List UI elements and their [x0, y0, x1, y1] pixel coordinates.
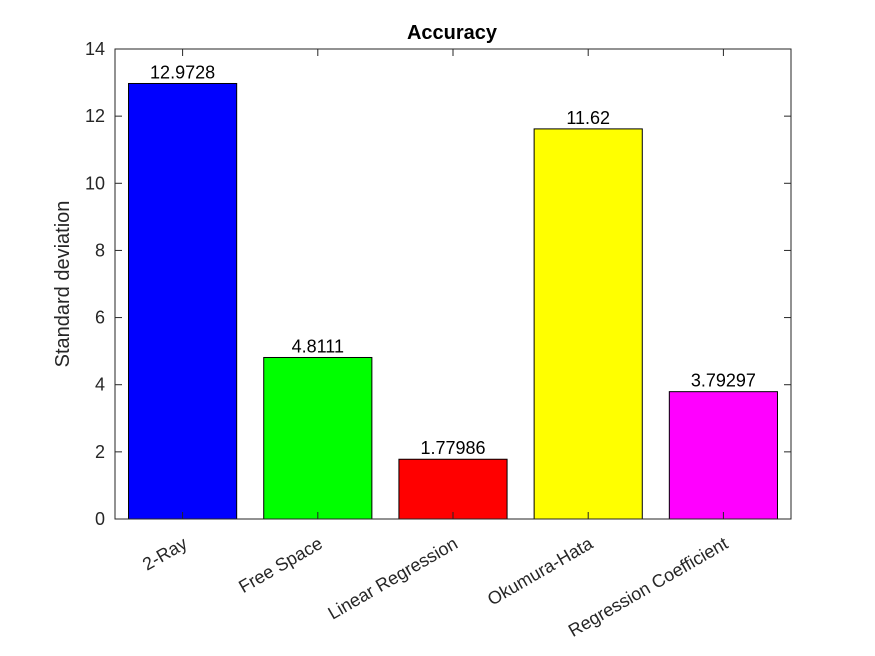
data-label-3: 1.77986	[420, 438, 485, 458]
y-tick-label: 4	[95, 375, 105, 395]
y-tick-label: 10	[85, 173, 105, 193]
chart-title: Accuracy	[407, 22, 498, 44]
bar-1	[128, 82, 238, 520]
y-tick-label: 12	[85, 106, 105, 126]
bar-3	[398, 458, 508, 520]
x-tick-label-4: Okumura-Hata	[484, 533, 597, 610]
x-tick-label-2: Free Space	[235, 533, 326, 597]
bar-4	[533, 128, 643, 520]
bar-2	[263, 356, 373, 520]
y-tick-label: 2	[95, 442, 105, 462]
data-label-2: 4.8111	[292, 336, 344, 356]
y-tick-label: 6	[95, 308, 105, 328]
x-tick-label-3: Linear Regression	[324, 533, 461, 623]
bar-5	[668, 391, 778, 520]
y-tick-label: 14	[85, 39, 105, 59]
data-label-5: 3.79297	[691, 371, 756, 391]
x-tick-label-1: 2-Ray	[139, 533, 191, 574]
y-tick-label: 0	[95, 509, 105, 529]
data-label-4: 11.62	[566, 108, 610, 128]
y-axis-label: Standard deviation	[52, 201, 74, 368]
y-tick-label: 8	[95, 240, 105, 260]
data-label-1: 12.9728	[150, 62, 215, 82]
